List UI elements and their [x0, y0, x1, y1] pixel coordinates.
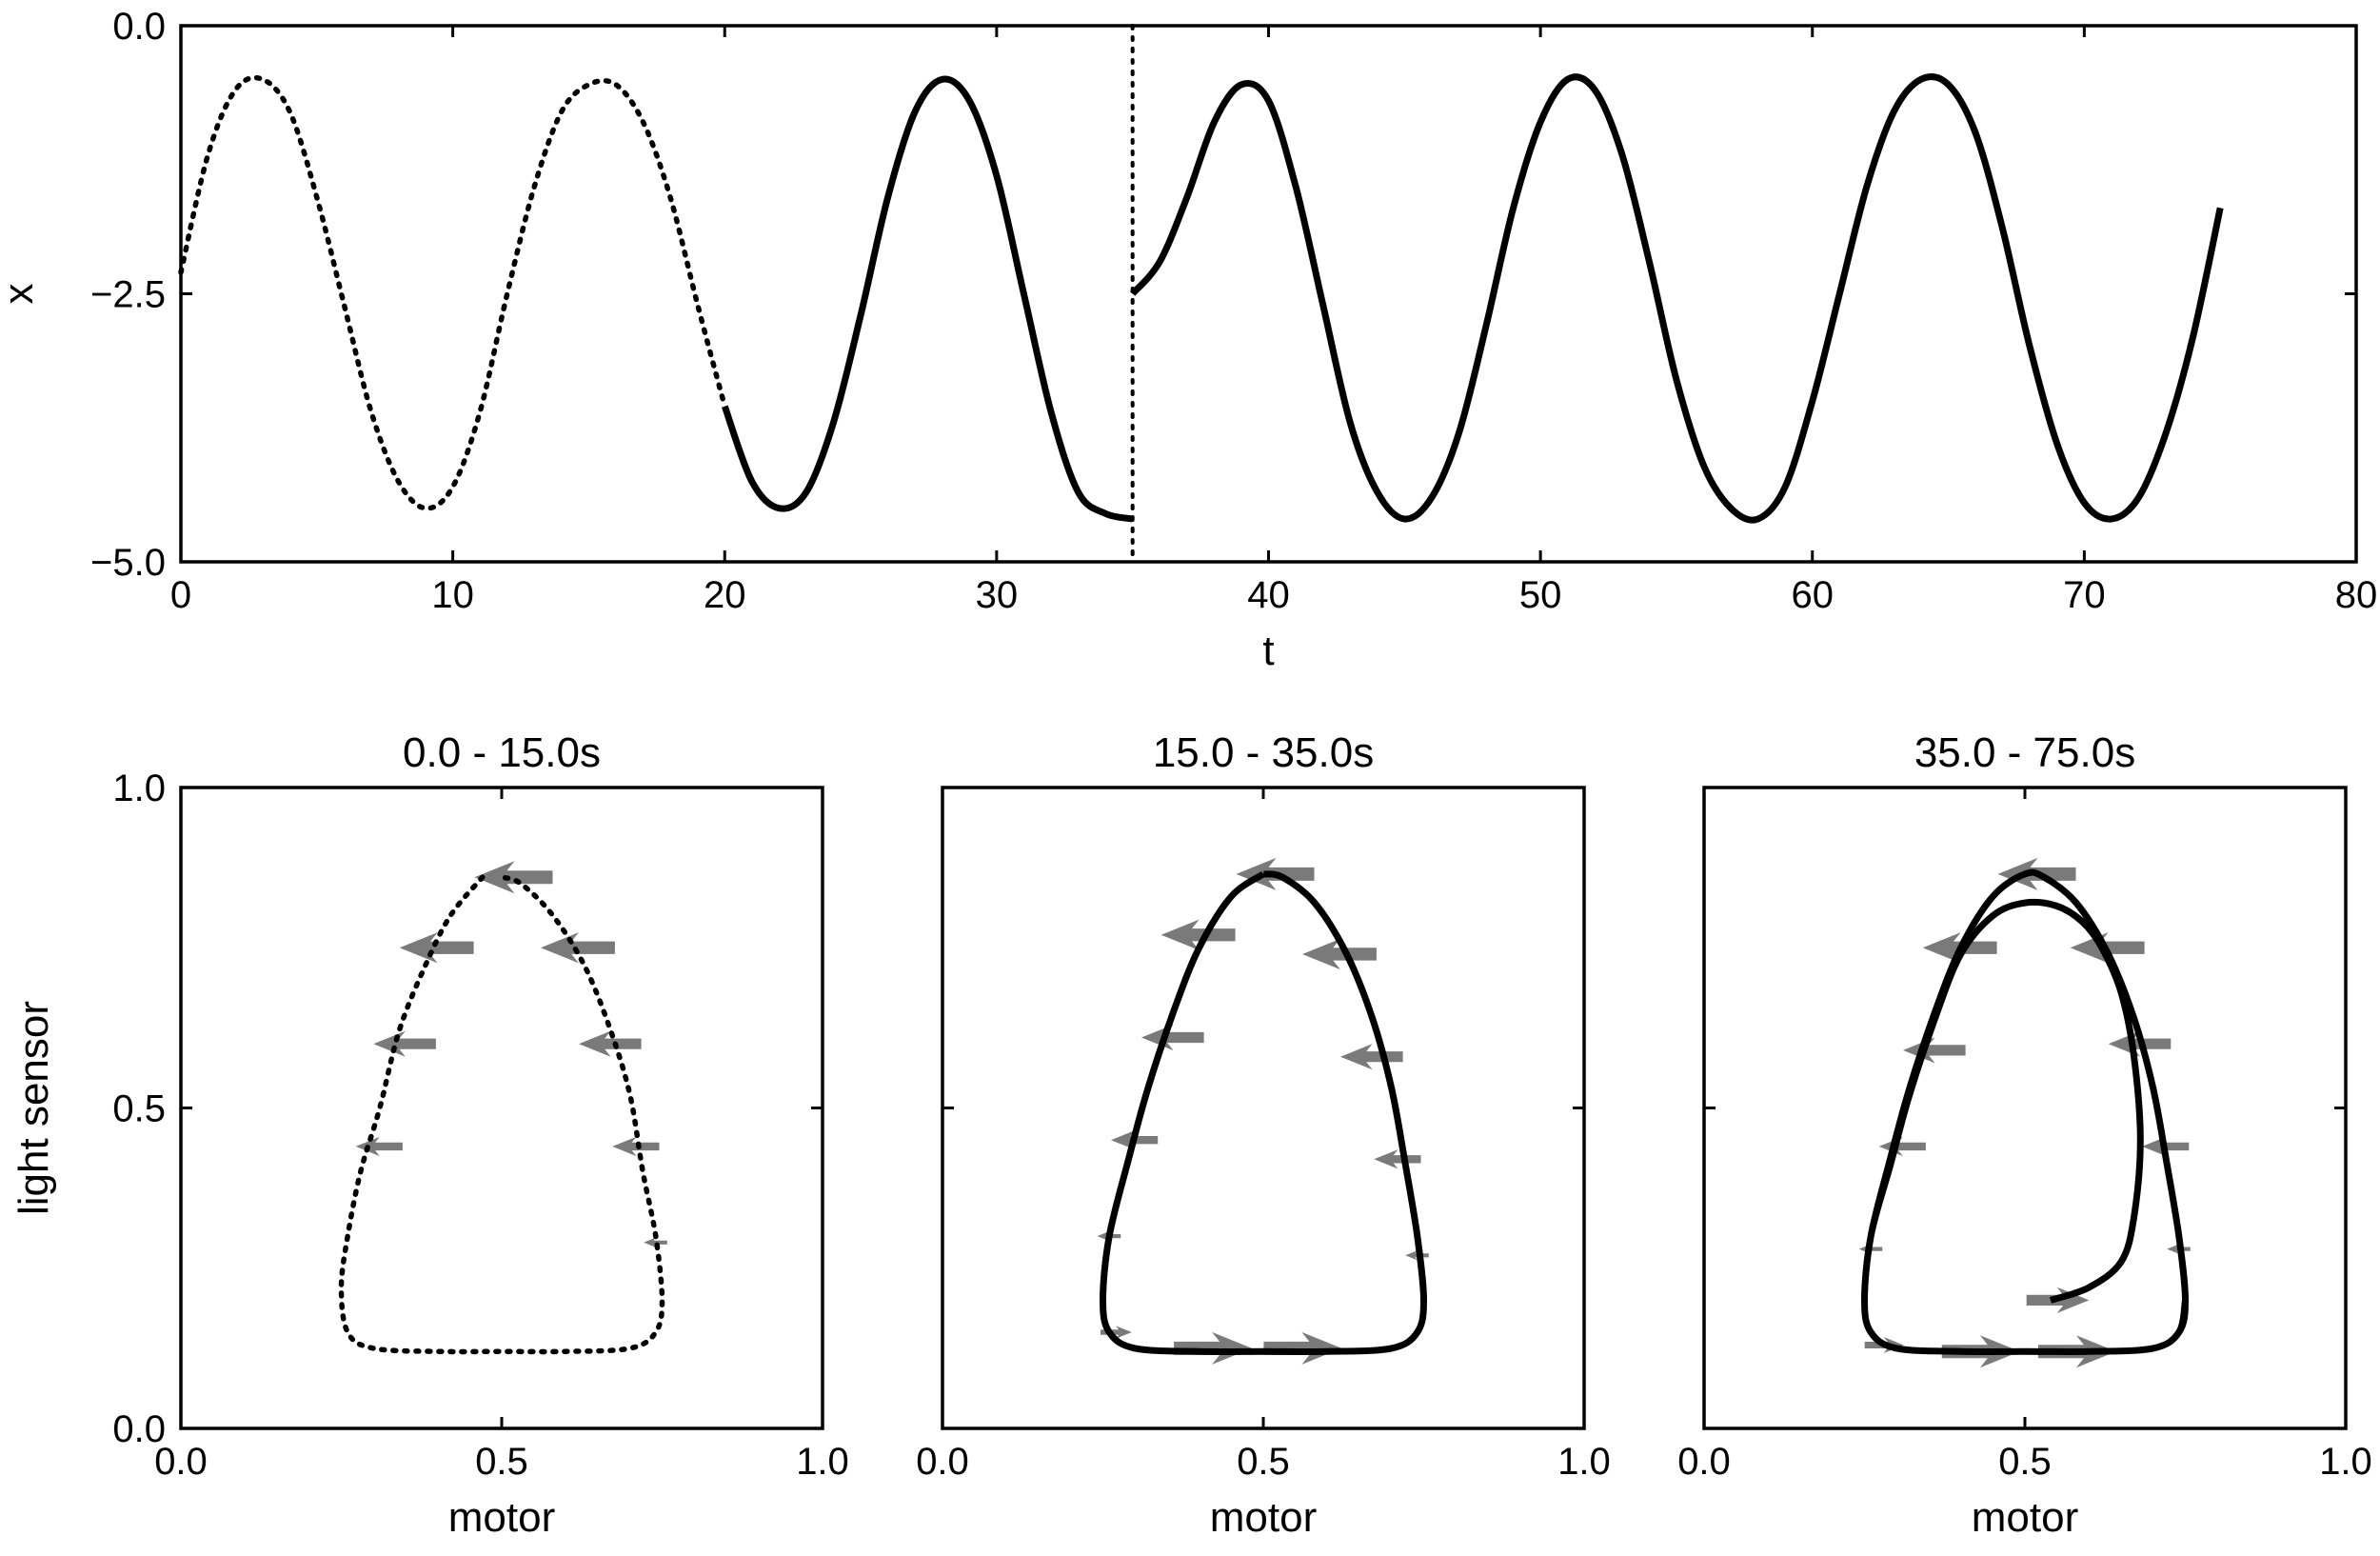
x-tick-label: 70: [2063, 574, 2106, 616]
y-axis-label: x: [0, 284, 42, 305]
flow-arrow: [1160, 919, 1236, 950]
x-tick-label: 50: [1519, 574, 1562, 616]
panel-title: 0.0 - 15.0s: [403, 729, 601, 776]
flow-arrow: [1101, 1326, 1132, 1339]
x-axis-label: t: [1262, 628, 1274, 674]
panel-2: [179, 786, 824, 1430]
flow-arrow: [541, 932, 615, 964]
y-tick-label: −5.0: [90, 542, 166, 584]
flow-arrow: [474, 861, 553, 894]
flow-arrow: [1141, 1024, 1204, 1051]
y-tick-label: 0.5: [112, 1088, 166, 1130]
flow-arrow: [1340, 1044, 1403, 1070]
x-tick-label: 80: [2335, 574, 2378, 616]
series-line-1: [1861, 868, 2189, 1355]
x-axis-label: motor: [1972, 1494, 2078, 1541]
series-line-3: [1130, 73, 2224, 524]
x-tick-label: 1.0: [796, 1441, 849, 1483]
panel-4: [1702, 786, 2348, 1430]
flow-arrow: [1374, 1149, 1421, 1169]
flow-arrow: [644, 1237, 667, 1247]
series-line-1: [178, 74, 728, 511]
flow-arrow: [1878, 1136, 1926, 1157]
x-axis-label: motor: [1210, 1494, 1317, 1541]
y-tick-label: 0.0: [112, 1408, 166, 1450]
flow-arrow: [399, 932, 474, 964]
y-tick-label: 0.0: [112, 6, 166, 48]
x-tick-label: 1.0: [2319, 1441, 2372, 1483]
x-tick-label: 0.5: [475, 1441, 528, 1483]
x-axis-label: motor: [448, 1494, 555, 1541]
flow-arrow: [1903, 1037, 1966, 1064]
flow-arrow: [1263, 1331, 1342, 1365]
y-tick-label: 1.0: [112, 768, 166, 809]
x-tick-label: 10: [431, 574, 474, 616]
x-tick-label: 40: [1247, 574, 1290, 616]
series-line-1: [338, 874, 665, 1355]
y-axis-label: light sensor: [10, 1001, 57, 1215]
flow-arrow: [612, 1136, 660, 1157]
x-tick-label: 20: [704, 574, 746, 616]
flow-arrow: [1174, 1331, 1253, 1365]
flow-arrow: [355, 1136, 403, 1157]
x-tick-label: 1.0: [1557, 1441, 1611, 1483]
series-line-1: [1100, 870, 1427, 1355]
panel-1: [178, 24, 2358, 564]
panel-title: 35.0 - 75.0s: [1914, 729, 2135, 776]
x-tick-label: 30: [976, 574, 1019, 616]
y-tick-label: −2.5: [90, 274, 166, 316]
flow-arrow: [1302, 938, 1377, 970]
x-tick-label: 0.0: [1677, 1441, 1731, 1483]
x-tick-label: 0.0: [154, 1441, 208, 1483]
series-line-2: [722, 75, 1134, 523]
flow-arrow: [579, 1030, 642, 1057]
panel-3: [941, 786, 1586, 1430]
x-tick-label: 0.5: [1998, 1441, 2052, 1483]
x-tick-label: 0.0: [916, 1441, 969, 1483]
flow-arrow: [373, 1030, 436, 1057]
x-tick-label: 0.5: [1237, 1441, 1290, 1483]
x-tick-label: 0: [170, 574, 191, 616]
x-tick-label: 60: [1792, 574, 1835, 616]
panel-title: 15.0 - 35.0s: [1153, 729, 1374, 776]
